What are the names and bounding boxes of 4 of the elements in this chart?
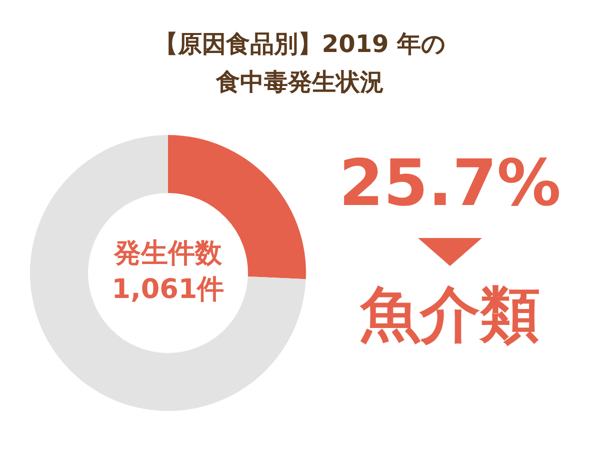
annotation: 1,061件 bbox=[112, 274, 224, 305]
subtitle: 食中毒発生状況 bbox=[216, 68, 384, 96]
title: 【原因食品別】2019 年の bbox=[154, 30, 446, 58]
annotation: 発生件数 bbox=[114, 238, 222, 269]
